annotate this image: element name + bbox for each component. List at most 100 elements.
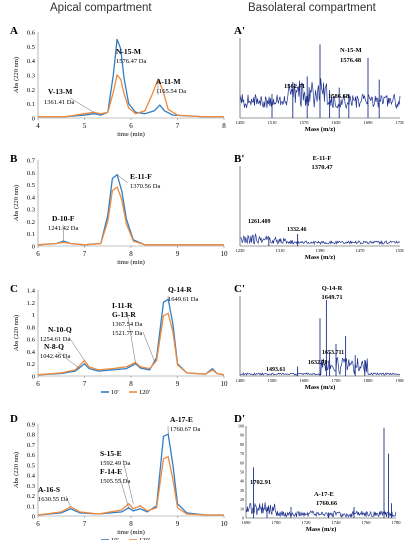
x-axis-label: Mass (m/z)	[305, 126, 336, 133]
y-tick-label: 0.5	[27, 462, 35, 469]
panel-label: C	[10, 283, 18, 295]
x-tick-label: 1400	[236, 378, 246, 383]
y-tick-label: 0	[242, 516, 244, 521]
peak-name-label: N-8-Q	[44, 342, 64, 351]
y-tick-label: 0.2	[27, 87, 35, 94]
peak-name-label: A-17-E	[170, 415, 193, 424]
panel-label: D'	[234, 413, 245, 425]
y-tick-label: 0.6	[27, 30, 36, 37]
x-tick-label: 8	[222, 122, 226, 130]
peak-label: 1576.48	[340, 57, 362, 64]
y-tick-label: 50	[240, 470, 244, 475]
peak-label: Q-14-R	[322, 285, 343, 292]
x-tick-label: 6	[36, 520, 40, 528]
y-axis-label: Abs (220 nm)	[13, 57, 20, 93]
y-tick-label: 0.5	[27, 44, 35, 51]
peak-label: 1261.409	[248, 219, 271, 225]
x-tick-label: 7	[176, 122, 180, 130]
x-tick-label: 1690	[364, 120, 374, 125]
y-tick-label: 0	[32, 374, 35, 381]
y-tick-label: 0.4	[27, 349, 36, 356]
x-tick-label: 4	[36, 122, 40, 130]
peak-label: 1649.71	[321, 294, 342, 301]
panel-label: C'	[234, 283, 245, 295]
annotation-leader-line	[57, 351, 81, 369]
y-axis-label: Abs (220 nm)	[13, 315, 20, 351]
x-tick-label: 10	[221, 380, 229, 388]
legend-label-120: 120'	[139, 139, 150, 140]
peak-label: 1562.71	[284, 83, 305, 90]
y-tick-label: 60	[240, 460, 244, 465]
chromatogram-B: B Abs (220 nm) 0 0.1 0.2 0.3 0.4 0.5 0.6 0.7 6 7 8 9 1…	[10, 153, 229, 268]
x-tick-label: 5	[83, 122, 87, 130]
peak-label: N-15-M	[340, 47, 362, 54]
x-tick-label: 1690	[242, 520, 252, 525]
x-tick-label: 1720	[302, 520, 312, 525]
peak-label: A-17-E	[314, 491, 334, 498]
peak-label: 1760.66	[316, 500, 338, 507]
x-axis-label: time (min)	[117, 259, 145, 266]
x-tick-label: 1780	[392, 520, 402, 525]
y-tick-label: 0.8	[27, 432, 35, 439]
peak-mass-label: 1521.77 Da	[112, 330, 142, 337]
peak-mass-label: 1576.47 Da	[116, 58, 146, 65]
series-line-120	[38, 73, 224, 118]
peak-label: 1370.47	[311, 164, 333, 171]
peak-name-label: I-11-R	[112, 301, 133, 310]
x-tick-label: 7	[83, 520, 87, 528]
mass-spectrum-B-prime: B' 1230 1310 1390 1470 1550 Mass (m/z) E-11-F 13…	[234, 153, 405, 261]
x-tick-label: 1700	[332, 378, 342, 383]
basolateral-compartment-header: Basolateral compartment	[248, 2, 376, 14]
peak-mass-label: 1361.41 Da	[44, 99, 74, 106]
mass-spectrum-C-prime: C' 1400 1500 1600 1700 1800 1900 Mass (m/z) Q-14…	[234, 283, 405, 391]
y-tick-label: 100	[238, 424, 244, 429]
x-tick-label: 1550	[396, 248, 405, 253]
x-tick-label: 1450	[236, 120, 246, 125]
series-line-120	[37, 185, 224, 246]
x-tick-label: 1760	[362, 520, 372, 525]
x-tick-label: 1800	[364, 378, 374, 383]
y-tick-label: 0.2	[27, 493, 35, 500]
x-tick-label: 6	[36, 250, 40, 258]
x-tick-label: 7	[83, 250, 87, 258]
y-tick-label: 0.8	[27, 324, 35, 331]
peak-mass-label: 1254.61 Da	[40, 336, 70, 343]
x-tick-label: 10	[221, 250, 229, 258]
y-axis-label: Abs (220 nm)	[13, 452, 20, 488]
y-tick-label: 10	[240, 506, 244, 511]
y-tick-label: 0.9	[27, 422, 35, 429]
annotation-leader-line	[65, 495, 71, 507]
x-tick-label: 7	[83, 380, 87, 388]
y-tick-label: 0.7	[27, 158, 36, 165]
panel-label: A	[10, 25, 18, 37]
spectrum-baseline	[239, 233, 401, 246]
x-tick-label: 1740	[332, 520, 342, 525]
x-tick-label: 1700	[272, 520, 282, 525]
y-tick-label: 1.2	[27, 300, 35, 307]
x-tick-label: 9	[176, 250, 180, 258]
y-tick-label: 0.4	[27, 58, 36, 65]
legend-label-120: 120'	[139, 389, 150, 396]
peak-mass-label: 1370.56 Da	[130, 183, 160, 190]
y-axis-label: Abs (220 nm)	[13, 185, 20, 221]
annotation-leader-line	[142, 331, 155, 361]
series-line-10	[38, 38, 224, 118]
y-tick-label: 0.1	[27, 101, 35, 108]
peak-name-label: A-11-M	[156, 77, 181, 86]
x-tick-label: 6	[36, 380, 40, 388]
annotation-leader-line	[122, 459, 134, 504]
y-tick-label: 30	[240, 488, 244, 493]
peak-mass-label: 1630.55 Da	[38, 496, 68, 503]
y-tick-label: 0.1	[27, 503, 35, 510]
y-tick-label: 1.4	[27, 288, 36, 295]
y-tick-label: 0.3	[27, 73, 35, 80]
legend-label-120: 120'	[139, 267, 150, 268]
y-tick-label: 1	[32, 312, 35, 319]
y-tick-label: 0.4	[27, 194, 36, 201]
peak-label: 1632.70	[308, 360, 328, 366]
x-tick-label: 1900	[396, 378, 405, 383]
panel-label: A'	[234, 25, 245, 37]
y-tick-label: 0	[32, 244, 35, 251]
peak-label: E-11-F	[313, 155, 332, 162]
x-axis-label: time (min)	[117, 131, 145, 138]
